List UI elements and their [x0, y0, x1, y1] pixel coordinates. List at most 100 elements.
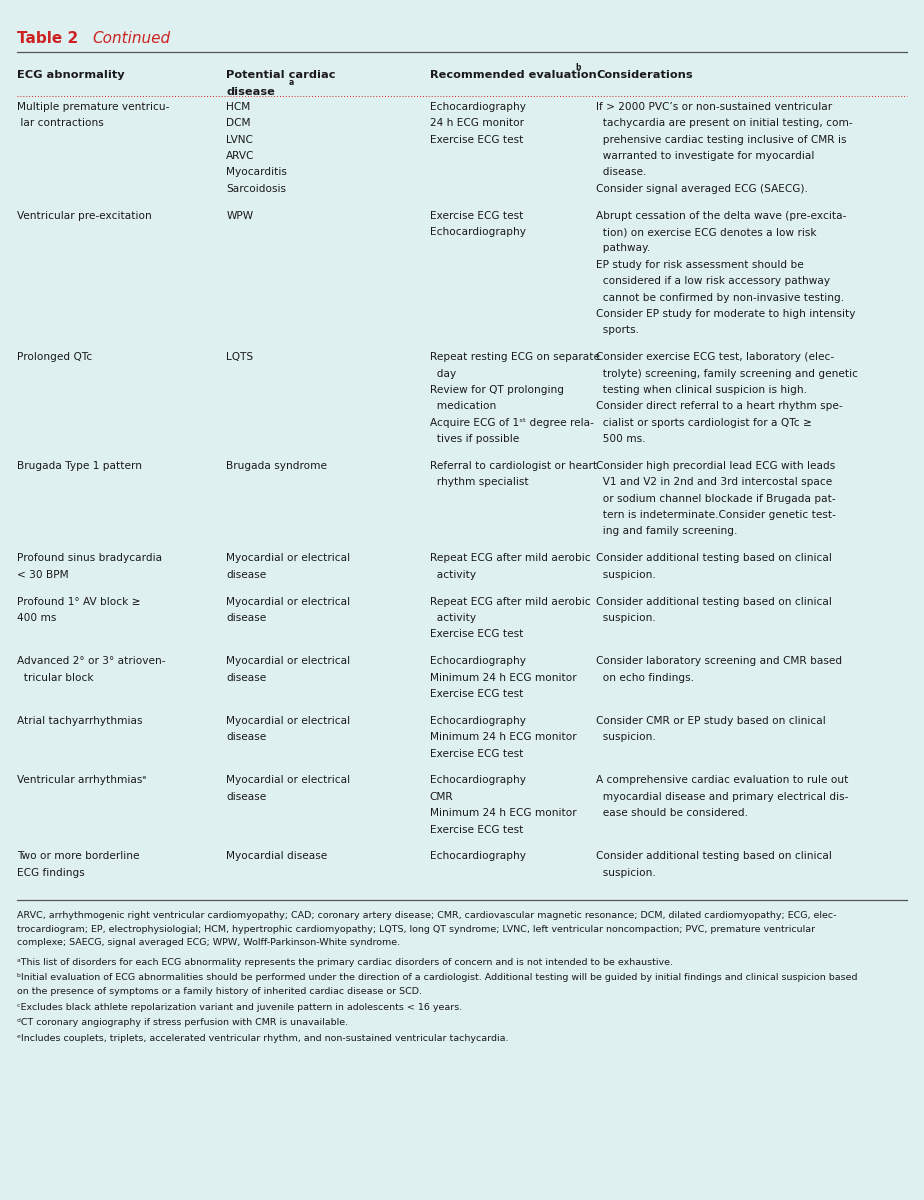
Text: 500 ms.: 500 ms. [596, 434, 646, 444]
Text: Echocardiography: Echocardiography [430, 775, 526, 786]
Text: Abrupt cessation of the delta wave (pre-excita-: Abrupt cessation of the delta wave (pre-… [596, 211, 846, 221]
Text: V1 and V2 in 2nd and 3rd intercostal space: V1 and V2 in 2nd and 3rd intercostal spa… [596, 478, 833, 487]
Text: Myocarditis: Myocarditis [226, 168, 287, 178]
Text: disease: disease [226, 672, 267, 683]
Text: Atrial tachyarrhythmias: Atrial tachyarrhythmias [17, 716, 142, 726]
Text: CMR: CMR [430, 792, 454, 802]
Text: disease.: disease. [596, 168, 647, 178]
Text: If > 2000 PVC’s or non-sustained ventricular: If > 2000 PVC’s or non-sustained ventric… [596, 102, 833, 112]
Text: Exercise ECG test: Exercise ECG test [430, 629, 523, 640]
Text: Minimum 24 h ECG monitor: Minimum 24 h ECG monitor [430, 672, 577, 683]
Text: complexe; SAECG, signal averaged ECG; WPW, Wolff-Parkinson-White syndrome.: complexe; SAECG, signal averaged ECG; WP… [17, 938, 400, 947]
Text: Referral to cardiologist or heart: Referral to cardiologist or heart [430, 461, 597, 470]
Text: Exercise ECG test: Exercise ECG test [430, 749, 523, 758]
Text: tachycardia are present on initial testing, com-: tachycardia are present on initial testi… [596, 119, 853, 128]
Text: Echocardiography: Echocardiography [430, 852, 526, 862]
Text: Echocardiography: Echocardiography [430, 656, 526, 666]
Text: ᵇInitial evaluation of ECG abnormalities should be performed under the direction: ᵇInitial evaluation of ECG abnormalities… [17, 973, 857, 983]
Text: Consider laboratory screening and CMR based: Consider laboratory screening and CMR ba… [596, 656, 842, 666]
Text: ECG findings: ECG findings [17, 868, 84, 878]
Text: Profound 1° AV block ≥: Profound 1° AV block ≥ [17, 596, 140, 606]
Text: Myocardial disease: Myocardial disease [226, 852, 328, 862]
Text: activity: activity [430, 570, 476, 580]
Text: ARVC, arrhythmogenic right ventricular cardiomyopathy; CAD; coronary artery dise: ARVC, arrhythmogenic right ventricular c… [17, 911, 836, 920]
Text: Consider direct referral to a heart rhythm spe-: Consider direct referral to a heart rhyt… [596, 401, 843, 412]
Text: Table 2: Table 2 [17, 31, 78, 46]
Text: prehensive cardiac testing inclusive of CMR is: prehensive cardiac testing inclusive of … [596, 134, 846, 145]
Text: Review for QT prolonging: Review for QT prolonging [430, 385, 564, 395]
Text: Consider additional testing based on clinical: Consider additional testing based on cli… [596, 553, 832, 563]
Text: b: b [576, 64, 581, 72]
Text: tion) on exercise ECG denotes a low risk: tion) on exercise ECG denotes a low risk [596, 227, 817, 238]
Text: ᵉIncludes couplets, triplets, accelerated ventricular rhythm, and non-sustained : ᵉIncludes couplets, triplets, accelerate… [17, 1034, 508, 1043]
Text: on echo findings.: on echo findings. [596, 672, 694, 683]
Text: sports.: sports. [596, 325, 639, 335]
Text: Advanced 2° or 3° atrioven-: Advanced 2° or 3° atrioven- [17, 656, 165, 666]
Text: rhythm specialist: rhythm specialist [430, 478, 529, 487]
Text: Consider additional testing based on clinical: Consider additional testing based on cli… [596, 596, 832, 606]
Text: 400 ms: 400 ms [17, 613, 56, 623]
Text: Myocardial or electrical: Myocardial or electrical [226, 553, 350, 563]
Text: tern is indeterminate.Consider genetic test-: tern is indeterminate.Consider genetic t… [596, 510, 836, 520]
Text: Exercise ECG test: Exercise ECG test [430, 689, 523, 698]
Text: Multiple premature ventricu-: Multiple premature ventricu- [17, 102, 169, 112]
Text: lar contractions: lar contractions [17, 119, 103, 128]
Text: ing and family screening.: ing and family screening. [596, 527, 737, 536]
Text: Acquire ECG of 1ˢᵗ degree rela-: Acquire ECG of 1ˢᵗ degree rela- [430, 418, 593, 427]
Text: HCM: HCM [226, 102, 250, 112]
Text: ᶜExcludes black athlete repolarization variant and juvenile pattern in adolescen: ᶜExcludes black athlete repolarization v… [17, 1003, 462, 1012]
Text: myocardial disease and primary electrical dis-: myocardial disease and primary electrica… [596, 792, 848, 802]
Text: ECG abnormality: ECG abnormality [17, 70, 124, 79]
Text: tricular block: tricular block [17, 672, 93, 683]
Text: Repeat ECG after mild aerobic: Repeat ECG after mild aerobic [430, 596, 590, 606]
Text: < 30 BPM: < 30 BPM [17, 570, 68, 580]
Text: Ventricular arrhythmiasᵉ: Ventricular arrhythmiasᵉ [17, 775, 146, 786]
Text: Consider EP study for moderate to high intensity: Consider EP study for moderate to high i… [596, 308, 856, 319]
Text: Ventricular pre-excitation: Ventricular pre-excitation [17, 211, 152, 221]
Text: testing when clinical suspicion is high.: testing when clinical suspicion is high. [596, 385, 807, 395]
Text: trocardiogram; EP, electrophysiologial; HCM, hypertrophic cardiomyopathy; LQTS, : trocardiogram; EP, electrophysiologial; … [17, 925, 815, 934]
Text: Exercise ECG test: Exercise ECG test [430, 134, 523, 145]
Text: ARVC: ARVC [226, 151, 255, 161]
Text: day: day [430, 368, 456, 378]
Text: LVNC: LVNC [226, 134, 253, 145]
Text: Repeat ECG after mild aerobic: Repeat ECG after mild aerobic [430, 553, 590, 563]
Text: Exercise ECG test: Exercise ECG test [430, 824, 523, 834]
Text: Echocardiography: Echocardiography [430, 716, 526, 726]
Text: EP study for risk assessment should be: EP study for risk assessment should be [596, 260, 804, 270]
Text: Exercise ECG test: Exercise ECG test [430, 211, 523, 221]
Text: Sarcoidosis: Sarcoidosis [226, 184, 286, 194]
Text: Potential cardiac: Potential cardiac [226, 70, 336, 79]
Text: Myocardial or electrical: Myocardial or electrical [226, 775, 350, 786]
Text: disease: disease [226, 792, 267, 802]
Text: Echocardiography: Echocardiography [430, 102, 526, 112]
Text: on the presence of symptoms or a family history of inherited cardiac disease or : on the presence of symptoms or a family … [17, 986, 421, 996]
Text: activity: activity [430, 613, 476, 623]
Text: WPW: WPW [226, 211, 253, 221]
Text: suspicion.: suspicion. [596, 868, 656, 878]
Text: suspicion.: suspicion. [596, 732, 656, 742]
Text: Consider exercise ECG test, laboratory (elec-: Consider exercise ECG test, laboratory (… [596, 352, 834, 362]
Text: Repeat resting ECG on separate: Repeat resting ECG on separate [430, 352, 600, 362]
Text: disease: disease [226, 570, 267, 580]
Text: disease: disease [226, 88, 275, 97]
Text: Continued: Continued [92, 31, 171, 46]
Text: suspicion.: suspicion. [596, 570, 656, 580]
Text: Myocardial or electrical: Myocardial or electrical [226, 656, 350, 666]
Text: A comprehensive cardiac evaluation to rule out: A comprehensive cardiac evaluation to ru… [596, 775, 848, 786]
Text: ᵃThis list of disorders for each ECG abnormality represents the primary cardiac : ᵃThis list of disorders for each ECG abn… [17, 958, 673, 966]
Text: warranted to investigate for myocardial: warranted to investigate for myocardial [596, 151, 814, 161]
Text: Profound sinus bradycardia: Profound sinus bradycardia [17, 553, 162, 563]
Text: Prolonged QTc: Prolonged QTc [17, 352, 91, 362]
Text: disease: disease [226, 613, 267, 623]
Text: Consider additional testing based on clinical: Consider additional testing based on cli… [596, 852, 832, 862]
Text: a: a [288, 78, 294, 86]
Text: suspicion.: suspicion. [596, 613, 656, 623]
Text: or sodium channel blockade if Brugada pat-: or sodium channel blockade if Brugada pa… [596, 493, 835, 504]
Text: Recommended evaluation: Recommended evaluation [430, 70, 596, 79]
Text: Considerations: Considerations [596, 70, 693, 79]
Text: cialist or sports cardiologist for a QTc ≥: cialist or sports cardiologist for a QTc… [596, 418, 811, 427]
Text: Myocardial or electrical: Myocardial or electrical [226, 596, 350, 606]
Text: Brugada syndrome: Brugada syndrome [226, 461, 327, 470]
Text: Brugada Type 1 pattern: Brugada Type 1 pattern [17, 461, 141, 470]
